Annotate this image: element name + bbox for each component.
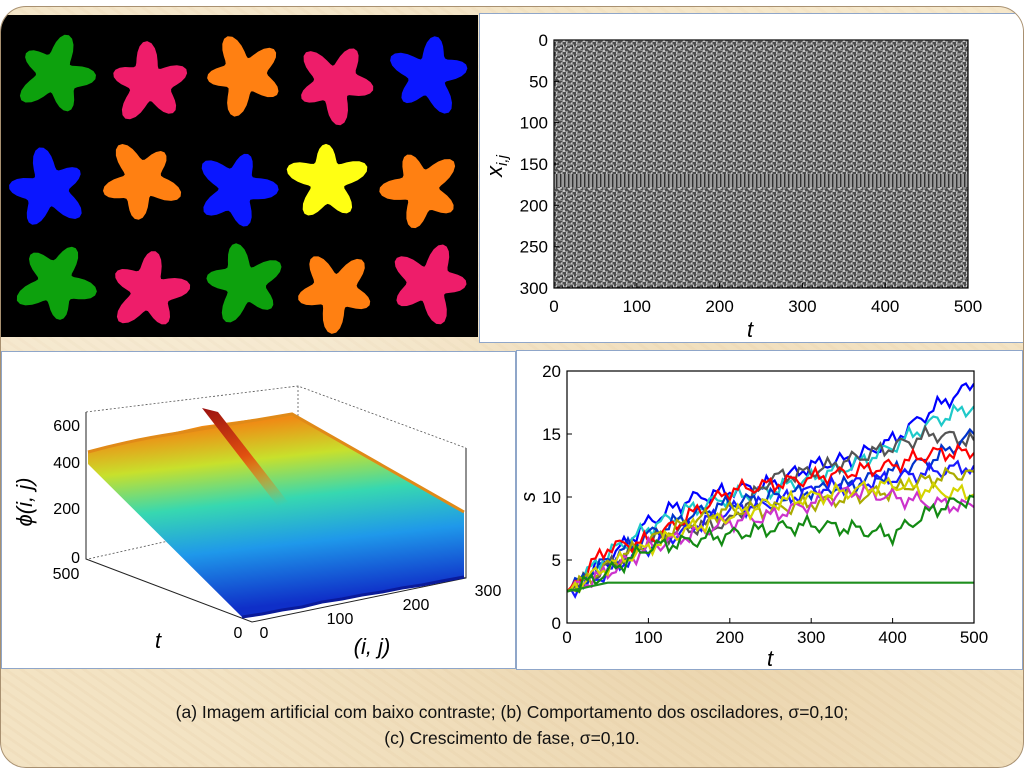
oscillator-behaviour-panel: 0 100 200 300 400 500 0 50 100 150 200 250 300 t xi,… — [479, 13, 1023, 343]
blue-shape — [390, 36, 468, 114]
synchrony-lines-panel: 0 100 200 300 400 500 0 5 10 15 20 t s — [516, 350, 1023, 671]
series-line — [567, 476, 974, 595]
x-tick-label: 200 — [705, 297, 733, 316]
x-tick-label: 100 — [623, 297, 651, 316]
x-tick-label: 300 — [475, 583, 502, 600]
series-line — [567, 403, 974, 593]
x-tick-label: 400 — [871, 297, 899, 316]
multi-line-chart: 0 100 200 300 400 500 0 5 10 15 20 t s — [518, 362, 988, 671]
orange-shape — [103, 144, 182, 220]
y-tick-label: 500 — [53, 566, 80, 583]
green-shape — [16, 246, 97, 320]
x-tick-label: 300 — [788, 297, 816, 316]
phase-surface — [88, 414, 464, 617]
phase-growth-panel: 0 200 400 600 0 100 200 300 0 500 ϕ(i, j) (i, j) … — [1, 351, 516, 669]
yellow-shape — [286, 143, 368, 216]
pink-shape — [394, 244, 467, 325]
synchronized-ridge — [202, 408, 302, 522]
series-line — [567, 494, 974, 594]
y-tick-label: 300 — [520, 279, 548, 298]
x-tick-label: 0 — [562, 628, 571, 647]
pink-shape — [113, 41, 188, 120]
x-axis-label: (i, j) — [354, 634, 391, 659]
green-shape — [19, 34, 96, 112]
x-tick-label: 300 — [797, 628, 825, 647]
x-tick-label: 500 — [960, 628, 988, 647]
y-tick-label: 10 — [542, 488, 561, 507]
caption-line-1: (a) Imagem artificial com baixo contrast… — [175, 702, 849, 722]
x-axis-label: t — [747, 317, 754, 342]
y-axis-label: t — [155, 628, 162, 653]
z-tick-label: 400 — [53, 455, 80, 472]
x-tick-label: 500 — [954, 297, 982, 316]
figure-caption: (a) Imagem artificial com baixo contrast… — [1, 699, 1023, 751]
orange-shape — [298, 256, 371, 334]
y-tick-label: 0 — [552, 614, 561, 633]
z-tick-label: 0 — [71, 550, 80, 567]
y-tick-label: 0 — [539, 31, 548, 50]
y-tick-label: 200 — [520, 196, 548, 215]
pink-shape — [115, 251, 191, 325]
y-tick-label: 50 — [529, 72, 548, 91]
z-tick-label: 200 — [53, 501, 80, 518]
green-shape — [206, 243, 282, 323]
x-tick-label: 400 — [878, 628, 906, 647]
y-tick-label: 100 — [520, 114, 548, 133]
pink-shape — [301, 48, 374, 126]
series-line — [567, 483, 974, 593]
blue-shape — [9, 147, 82, 225]
artificial-image-panel — [1, 15, 478, 337]
oscillator-heatmap-chart: 0 100 200 300 400 500 0 50 100 150 200 250 300 t xi,… — [482, 31, 982, 342]
series-line — [567, 443, 974, 593]
heatmap-area — [554, 40, 968, 288]
x-tick-label: 0 — [549, 297, 558, 316]
synchronized-band — [554, 173, 968, 188]
z-axis-label: ϕ(i, j) — [12, 478, 37, 527]
surface-top-edge — [87, 412, 465, 514]
y-tick-label: 0 — [234, 625, 243, 642]
surface-bottom-edge — [241, 575, 465, 619]
y-tick-label: 20 — [542, 362, 561, 381]
slide-background: 0 100 200 300 400 500 0 50 100 150 200 250 300 t xi,… — [0, 6, 1024, 768]
y-tick-label: 5 — [552, 551, 561, 570]
caption-line-2: (c) Crescimento de fase, σ=0,10. — [384, 728, 640, 748]
x-axis-label: t — [767, 646, 774, 669]
orange-shape — [207, 36, 279, 117]
series-line — [567, 581, 974, 593]
x-tick-label: 100 — [634, 628, 662, 647]
blue-shape — [201, 153, 279, 227]
y-tick-label: 250 — [520, 238, 548, 257]
y-axis-label: xi,j — [482, 154, 511, 178]
colored-shapes-image — [9, 34, 468, 334]
x-tick-label: 200 — [716, 628, 744, 647]
y-tick-label: 15 — [542, 425, 561, 444]
y-tick-label: 150 — [520, 155, 548, 174]
z-tick-label: 600 — [53, 418, 80, 435]
y-axis-label: s — [518, 492, 540, 502]
x-tick-label: 200 — [403, 597, 430, 614]
x-tick-label: 100 — [327, 611, 354, 628]
orange-shape — [379, 154, 456, 229]
x-tick-label: 0 — [260, 625, 269, 642]
